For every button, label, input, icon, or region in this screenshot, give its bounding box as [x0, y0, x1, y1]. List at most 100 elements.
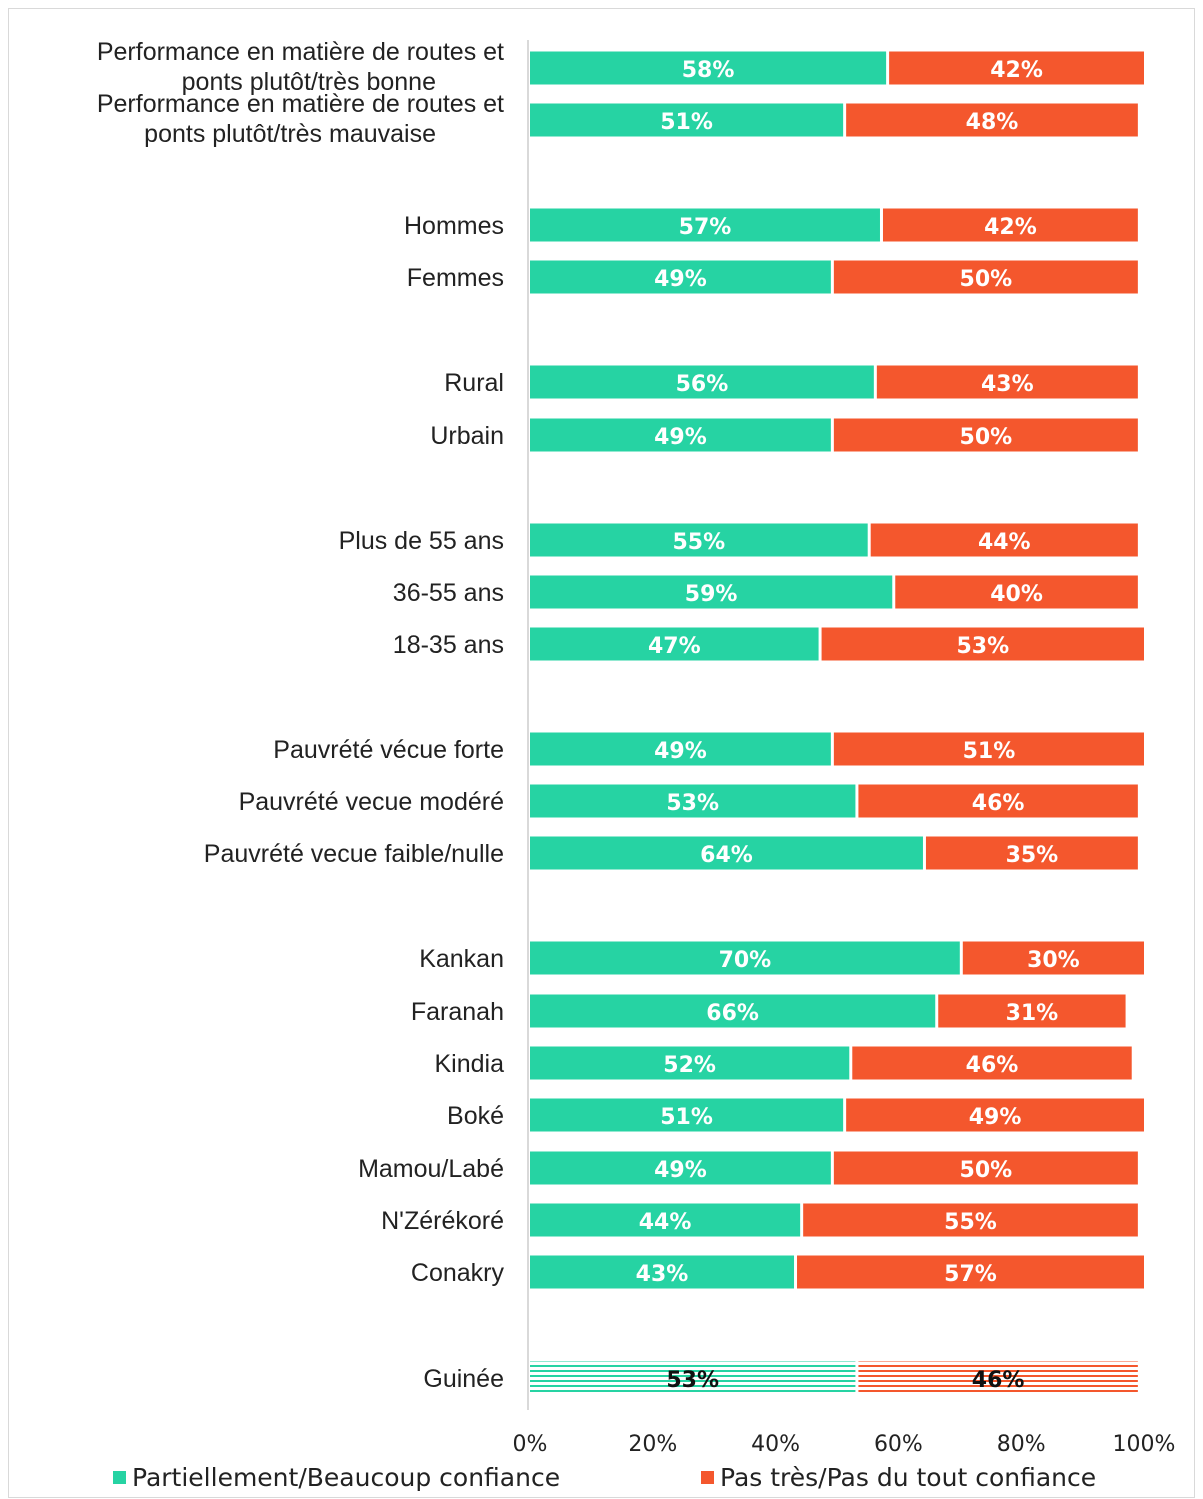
data-label: 49% [654, 739, 707, 764]
bar-segment-series-1 [530, 418, 831, 452]
data-label: 53% [666, 791, 719, 816]
bar-segment-series-2 [895, 575, 1138, 609]
category-label: Mamou/Labé [358, 1155, 504, 1183]
bar-segment-series-1 [530, 941, 960, 975]
data-label: 59% [685, 582, 738, 607]
data-label: 46% [972, 791, 1025, 816]
category-label: Faranah [411, 998, 504, 1026]
data-label: 51% [660, 1105, 713, 1130]
bar-segment-series-1 [530, 51, 887, 85]
bar-segment-series-1 [530, 732, 831, 766]
bar-segment-series-1 [530, 1255, 795, 1289]
data-label: 42% [990, 58, 1043, 83]
bar-segment-series-2 [821, 627, 1144, 661]
data-label: 57% [679, 215, 732, 240]
data-label: 42% [984, 215, 1037, 240]
legend-swatch-series-2 [701, 1470, 714, 1484]
bar-segment-series-2 [858, 784, 1138, 818]
bar-segment-series-1 [530, 1046, 850, 1080]
data-label: 48% [966, 110, 1019, 135]
bar-segment-series-1 [530, 1151, 831, 1185]
data-label: 43% [636, 1262, 689, 1287]
data-label: 49% [654, 425, 707, 450]
bar-segment-series-2 [833, 260, 1138, 294]
bar-segment-series-2 [803, 1203, 1138, 1237]
data-label: 49% [654, 1158, 707, 1183]
x-tick-label: 80% [997, 1432, 1046, 1457]
category-label: Urbain [430, 422, 504, 450]
data-label: 44% [639, 1210, 692, 1235]
category-label: Kankan [419, 945, 504, 973]
bar-segment-series-2 [833, 1151, 1138, 1185]
data-label: 53% [956, 634, 1009, 659]
bar-segment-series-2 [846, 103, 1138, 137]
legend-item-series-2: Pas très/Pas du tout confiance [701, 1462, 1096, 1492]
data-label: 47% [648, 634, 701, 659]
bar-segment-series-2 [882, 208, 1138, 242]
x-tick-label: 0% [513, 1432, 548, 1457]
data-label: 66% [706, 1001, 759, 1026]
bar-segment-series-2 [876, 365, 1138, 399]
x-tick-label: 20% [628, 1432, 677, 1457]
category-label: Femmes [407, 264, 504, 292]
category-label: Plus de 55 ans [339, 527, 504, 555]
bar-segment-series-2 [846, 1098, 1144, 1132]
category-label: Performance en matière de routes et ponts… [97, 90, 504, 148]
bar-segment-series-1 [530, 575, 893, 609]
category-label: Kindia [435, 1050, 505, 1078]
data-label: 55% [944, 1210, 997, 1235]
category-label: 18-35 ans [393, 631, 504, 659]
category-label: N'Zérékoré [381, 1207, 504, 1235]
data-label: 40% [990, 582, 1043, 607]
data-label: 30% [1027, 948, 1080, 973]
category-label: Hommes [404, 212, 504, 240]
bar-segment-series-2 [833, 732, 1144, 766]
data-label: 43% [981, 372, 1034, 397]
bar-segment-series-1 [530, 784, 856, 818]
data-label: 64% [700, 843, 753, 868]
bar-segment-series-1 [530, 1361, 856, 1395]
data-label: 70% [719, 948, 772, 973]
bar-segment-series-1 [530, 627, 819, 661]
data-label: 51% [963, 739, 1016, 764]
bar-segment-series-2 [938, 994, 1126, 1028]
data-label: 46% [966, 1053, 1019, 1078]
x-tick-label: 60% [874, 1432, 923, 1457]
bar-segment-series-1 [530, 1203, 801, 1237]
data-label: 44% [978, 530, 1031, 555]
data-label: 50% [960, 1158, 1013, 1183]
category-label: Rural [444, 369, 504, 397]
data-label: 50% [960, 267, 1013, 292]
category-label: Pauvrété vecue modéré [239, 788, 504, 816]
category-label: 36-55 ans [393, 579, 504, 607]
data-label: 50% [960, 425, 1013, 450]
x-tick-label: 100% [1113, 1432, 1176, 1457]
bar-segment-series-1 [530, 365, 874, 399]
bar-segment-series-2 [833, 418, 1138, 452]
data-label: 53% [666, 1368, 719, 1393]
bar-segment-series-1 [530, 208, 880, 242]
legend-label-series-2: Pas très/Pas du tout confiance [720, 1462, 1097, 1492]
data-label: 58% [682, 58, 735, 83]
data-label: 52% [663, 1053, 716, 1078]
data-label: 35% [1006, 843, 1059, 868]
chart-frame [8, 8, 1195, 1498]
category-label: Boké [447, 1102, 504, 1130]
legend-label-series-1: Partiellement/Beaucoup confiance [132, 1462, 561, 1492]
legend-item-series-1: Partiellement/Beaucoup confiance [113, 1462, 560, 1492]
data-label: 49% [969, 1105, 1022, 1130]
bar-segment-series-2 [889, 51, 1144, 85]
data-label: 56% [676, 372, 729, 397]
bar-segment-series-1 [530, 260, 831, 294]
data-label: 49% [654, 267, 707, 292]
category-label: Pauvrété vécue forte [273, 736, 504, 764]
data-label: 31% [1006, 1001, 1059, 1026]
bar-segment-series-1 [530, 836, 923, 870]
category-label: Conakry [411, 1259, 505, 1287]
legend-swatch-series-1 [113, 1470, 126, 1484]
data-label: 57% [944, 1262, 997, 1287]
bar-segment-series-1 [530, 103, 844, 137]
bar-segment-series-1 [530, 994, 936, 1028]
data-label: 51% [660, 110, 713, 135]
